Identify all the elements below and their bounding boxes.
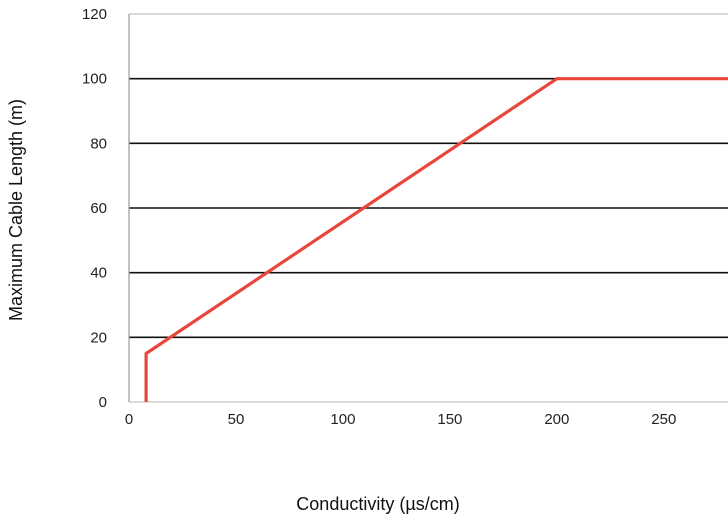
y-tick-label-80: 80 xyxy=(90,135,107,152)
tick-labels: 0 20 40 60 80 100 120 0 50 100 150 200 250 xyxy=(82,6,676,428)
y-tick-label-100: 100 xyxy=(82,71,107,88)
y-tick-label-120: 120 xyxy=(82,6,107,23)
x-tick-label-150: 150 xyxy=(437,411,462,428)
y-tick-label-40: 40 xyxy=(90,265,107,282)
axes xyxy=(128,13,728,403)
grid-lines xyxy=(129,77,728,339)
x-tick-label-50: 50 xyxy=(228,411,245,428)
y-tick-label-60: 60 xyxy=(90,200,107,217)
series-line-0 xyxy=(144,77,728,402)
x-tick-label-250: 250 xyxy=(651,411,676,428)
x-axis-title: Conductivity (µs/cm) xyxy=(296,494,459,514)
y-axis-title: Maximum Cable Length (m) xyxy=(6,99,26,321)
x-tick-label-200: 200 xyxy=(544,411,569,428)
y-tick-label-20: 20 xyxy=(90,329,107,346)
x-tick-label-100: 100 xyxy=(330,411,355,428)
series-layer xyxy=(144,77,728,402)
y-tick-label-0: 0 xyxy=(99,394,107,411)
x-tick-label-0: 0 xyxy=(125,411,133,428)
